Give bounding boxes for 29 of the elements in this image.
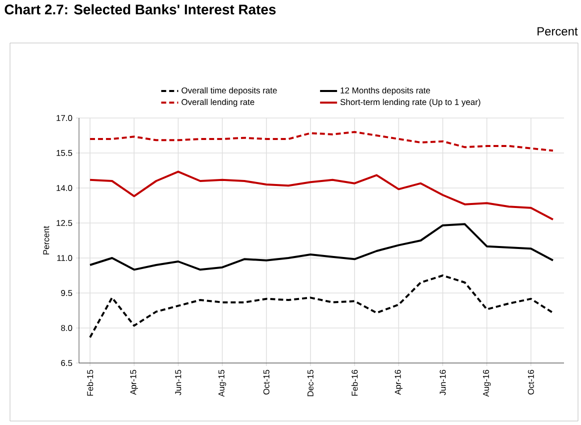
x-tick-label: Apr-15 bbox=[130, 370, 138, 395]
legend-label: 12 Months deposits rate bbox=[340, 87, 430, 96]
x-tick-label: Aug-16 bbox=[483, 370, 491, 397]
x-tick-label: Jun-16 bbox=[440, 370, 446, 396]
y-tick-label: 6.5 bbox=[61, 360, 72, 366]
y-tick-label: 9.5 bbox=[61, 290, 72, 296]
line-series bbox=[89, 170, 554, 220]
x-tick-label: Dec-15 bbox=[308, 370, 314, 396]
x-tick-label: Feb-16 bbox=[351, 370, 358, 396]
y-axis-title: Percent bbox=[43, 226, 50, 254]
x-tick-label: Apr-16 bbox=[394, 370, 402, 395]
legend-label: Short-term lending rate (Up to 1 year) bbox=[340, 98, 480, 107]
text: Percent bbox=[538, 27, 578, 36]
x-tick-label: Oct-16 bbox=[528, 370, 534, 395]
y-tick-label: 11.0 bbox=[57, 255, 72, 261]
y-tick-label: 14.0 bbox=[56, 185, 72, 191]
line-series bbox=[89, 223, 554, 271]
y-tick-label: 15.5 bbox=[56, 150, 72, 156]
y-tick-label: 12.5 bbox=[56, 220, 72, 226]
y-tick-label: 8.0 bbox=[61, 325, 72, 331]
x-tick-label: Feb-15 bbox=[86, 370, 94, 396]
line-series bbox=[89, 274, 554, 338]
x-tick-label: Jun-15 bbox=[175, 370, 182, 396]
legend-label: Overall time deposits rate bbox=[182, 87, 277, 96]
x-tick-label: Oct-15 bbox=[263, 370, 270, 395]
y-tick-label: 17.0 bbox=[56, 115, 72, 121]
legend-label: Overall lending rate bbox=[182, 98, 254, 107]
x-tick-label: Aug-15 bbox=[218, 370, 226, 397]
chart-title: Chart 2.7: Selected Banks' Interest Rates bbox=[4, 4, 276, 14]
